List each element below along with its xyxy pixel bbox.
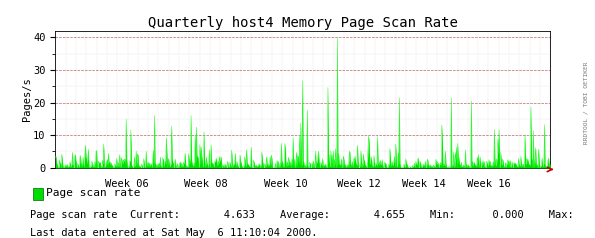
Text: RRDTOOL / TOBI OETIKER: RRDTOOL / TOBI OETIKER [584,61,588,144]
Text: Last data entered at Sat May  6 11:10:04 2000.: Last data entered at Sat May 6 11:10:04 … [30,228,317,238]
Text: Week 14: Week 14 [402,179,446,189]
Y-axis label: Pages/s: Pages/s [22,78,32,121]
Text: Week 16: Week 16 [467,179,511,189]
Text: Week 06: Week 06 [105,179,149,189]
Text: Week 12: Week 12 [337,179,381,189]
Text: Week 08: Week 08 [184,179,228,189]
Title: Quarterly host4 Memory Page Scan Rate: Quarterly host4 Memory Page Scan Rate [148,16,458,30]
Text: Page scan rate  Current:       4.633    Average:       4.655    Min:      0.000 : Page scan rate Current: 4.633 Average: 4… [30,210,595,220]
Text: Week 10: Week 10 [264,179,308,189]
Text: Page scan rate: Page scan rate [46,188,141,198]
